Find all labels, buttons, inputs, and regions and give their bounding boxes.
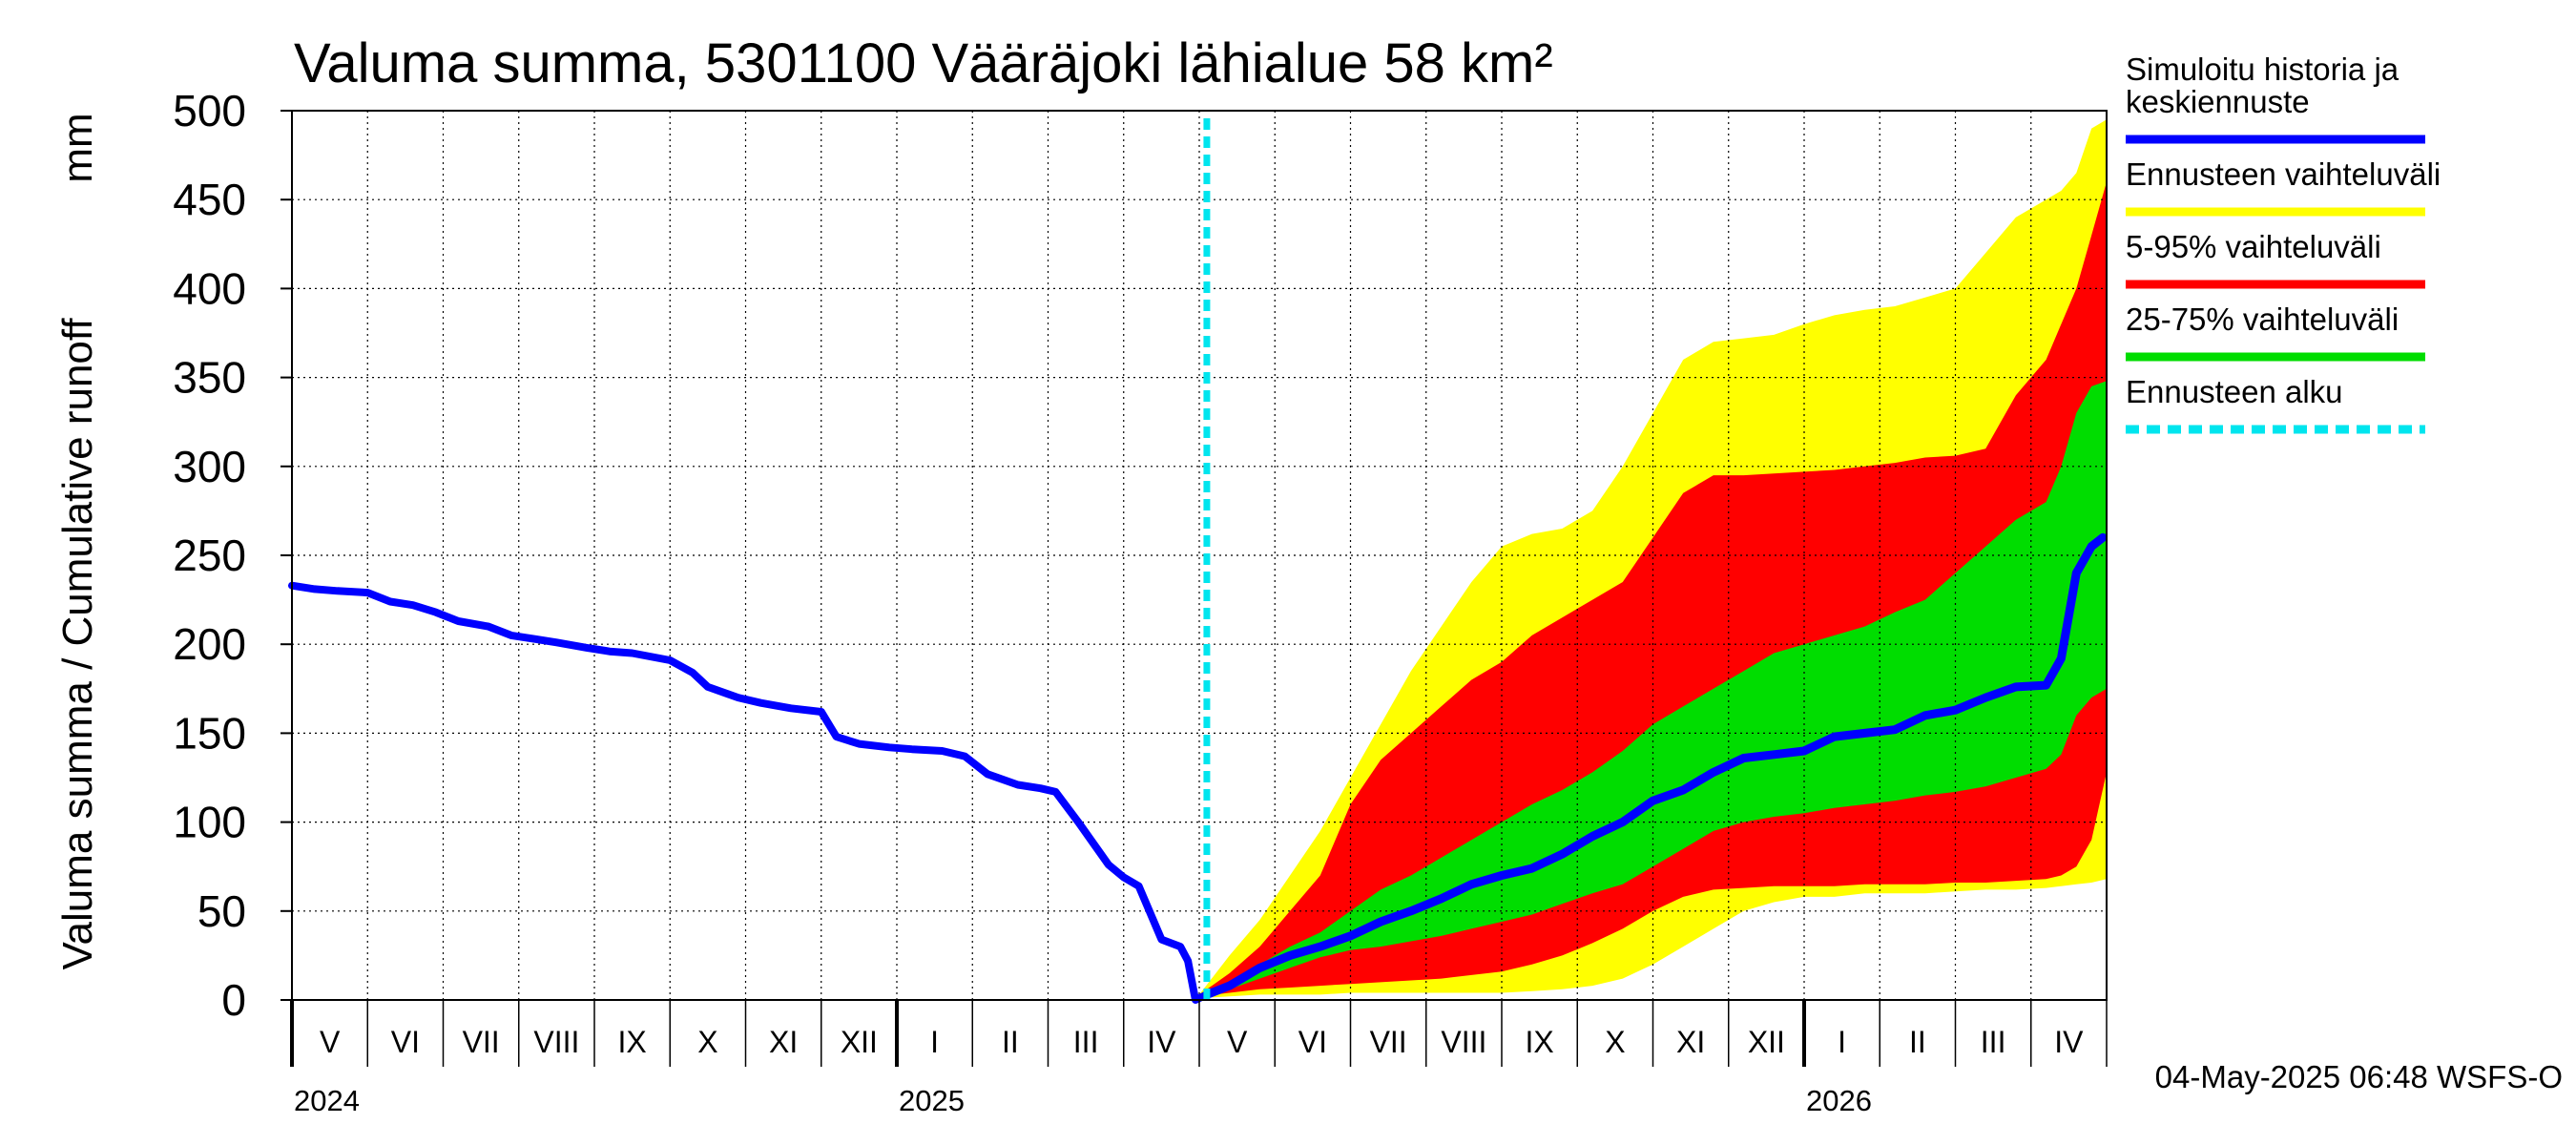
month-label-10: III	[1073, 1025, 1099, 1059]
y-tick-label-450: 450	[173, 175, 246, 224]
timestamp: 04-May-2025 06:48 WSFS-O	[2155, 1059, 2563, 1094]
month-label-5: X	[697, 1025, 717, 1059]
month-label-14: VII	[1370, 1025, 1407, 1059]
month-label-18: XI	[1676, 1025, 1705, 1059]
month-label-0: V	[320, 1025, 341, 1059]
band-25-75	[1199, 381, 2107, 997]
month-label-17: X	[1605, 1025, 1625, 1059]
month-label-15: VIII	[1441, 1025, 1486, 1059]
legend-label-0-line2: keskiennuste	[2126, 84, 2310, 119]
year-label-2024: 2024	[294, 1084, 360, 1117]
y-tick-label-250: 250	[173, 531, 246, 580]
history-line	[288, 581, 1193, 965]
month-label-11: IV	[1147, 1025, 1176, 1059]
y-tick-label-350: 350	[173, 353, 246, 403]
month-label-7: XII	[841, 1025, 878, 1059]
y-tick-label-150: 150	[173, 708, 246, 758]
month-label-3: VIII	[533, 1025, 579, 1059]
month-label-22: III	[1981, 1025, 2006, 1059]
year-label-2026: 2026	[1806, 1084, 1872, 1117]
month-label-13: VI	[1298, 1025, 1327, 1059]
y-tick-labels: 0 50 100 150 200 250 300 350 400 450 500	[173, 86, 246, 1025]
legend-label-4: Ennusteen alku	[2126, 374, 2343, 409]
month-label-19: XII	[1748, 1025, 1785, 1059]
y-tick-label-100: 100	[173, 798, 246, 847]
month-label-23: IV	[2054, 1025, 2084, 1059]
y-tick-label-400: 400	[173, 263, 246, 313]
legend-label-0: Simuloitu historia ja	[2126, 52, 2399, 87]
legend-label-2: 5-95% vaihteluväli	[2126, 229, 2381, 264]
month-label-16: IX	[1526, 1025, 1554, 1059]
month-label-6: XI	[769, 1025, 798, 1059]
month-label-1: VI	[391, 1025, 420, 1059]
y-tick-label-300: 300	[173, 442, 246, 491]
y-tick-label-0: 0	[221, 975, 246, 1025]
month-label-20: I	[1838, 1025, 1846, 1059]
year-label-2025: 2025	[899, 1084, 965, 1117]
y-tick-label-200: 200	[173, 619, 246, 669]
y-tick-label-500: 500	[173, 86, 246, 135]
month-label-4: IX	[618, 1025, 647, 1059]
x-tick-labels: V VI VII VIII IX X XI XII I II III IV V VI VII VIII IX X X…	[294, 1025, 2084, 1117]
y-axis-label: Valuma summa / Cumulative runoff	[54, 318, 101, 970]
axes	[280, 110, 2108, 1067]
y-axis-unit: mm	[54, 113, 101, 182]
chart-title: Valuma summa, 5301100 Vääräjoki lähialue…	[294, 32, 1553, 94]
median-forecast-line	[1202, 532, 2108, 999]
month-label-21: II	[1909, 1025, 1926, 1059]
series-lines	[288, 118, 2108, 1004]
legend-label-1: Ennusteen vaihteluväli	[2126, 156, 2441, 192]
month-label-8: I	[930, 1025, 939, 1059]
month-label-12: V	[1227, 1025, 1248, 1059]
y-tick-label-50: 50	[197, 886, 246, 936]
month-label-9: II	[1002, 1025, 1019, 1059]
legend-label-3: 25-75% vaihteluväli	[2126, 302, 2399, 337]
month-label-2: VII	[463, 1025, 500, 1059]
